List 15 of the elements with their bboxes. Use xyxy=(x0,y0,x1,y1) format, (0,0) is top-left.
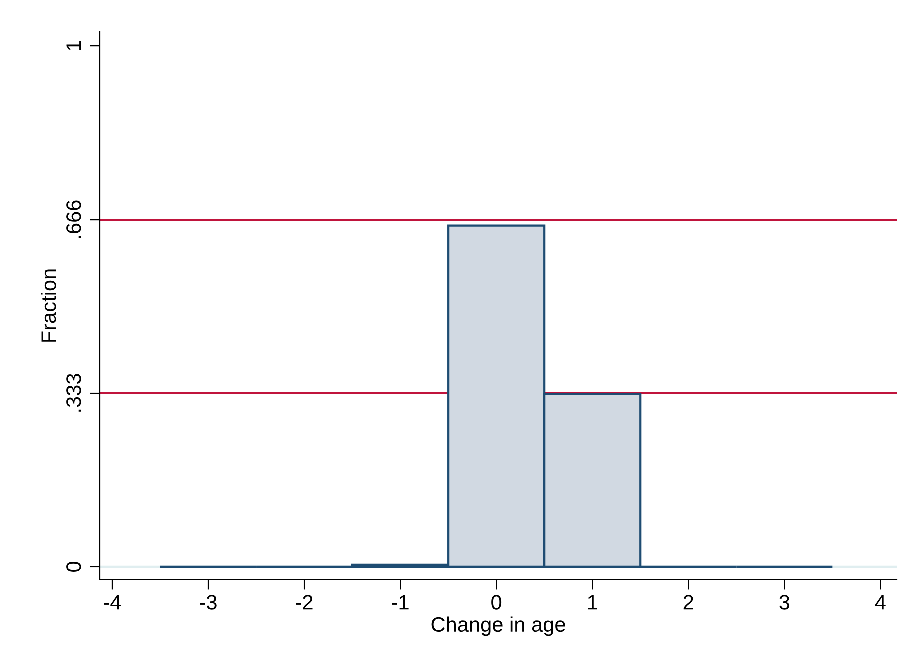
x-tick-label: -2 xyxy=(296,595,313,610)
x-tick-label: 2 xyxy=(684,595,694,610)
x-tick-label: -1 xyxy=(392,595,409,610)
x-axis-title: Change in age xyxy=(432,616,566,636)
y-axis-title: Fraction xyxy=(41,270,56,342)
y-tick-label: 1 xyxy=(66,41,82,50)
x-tick-label: 3 xyxy=(780,595,790,610)
x-tick-label: 4 xyxy=(875,595,886,610)
y-tick-label: .333 xyxy=(66,374,82,412)
y-tick-label: 0 xyxy=(66,562,82,572)
x-tick-label: 1 xyxy=(588,595,598,610)
y-tick-label: .666 xyxy=(66,200,82,238)
x-tick-label: -3 xyxy=(200,595,217,610)
x-tick-label: -4 xyxy=(104,595,122,610)
x-tick-label: 0 xyxy=(492,595,502,610)
